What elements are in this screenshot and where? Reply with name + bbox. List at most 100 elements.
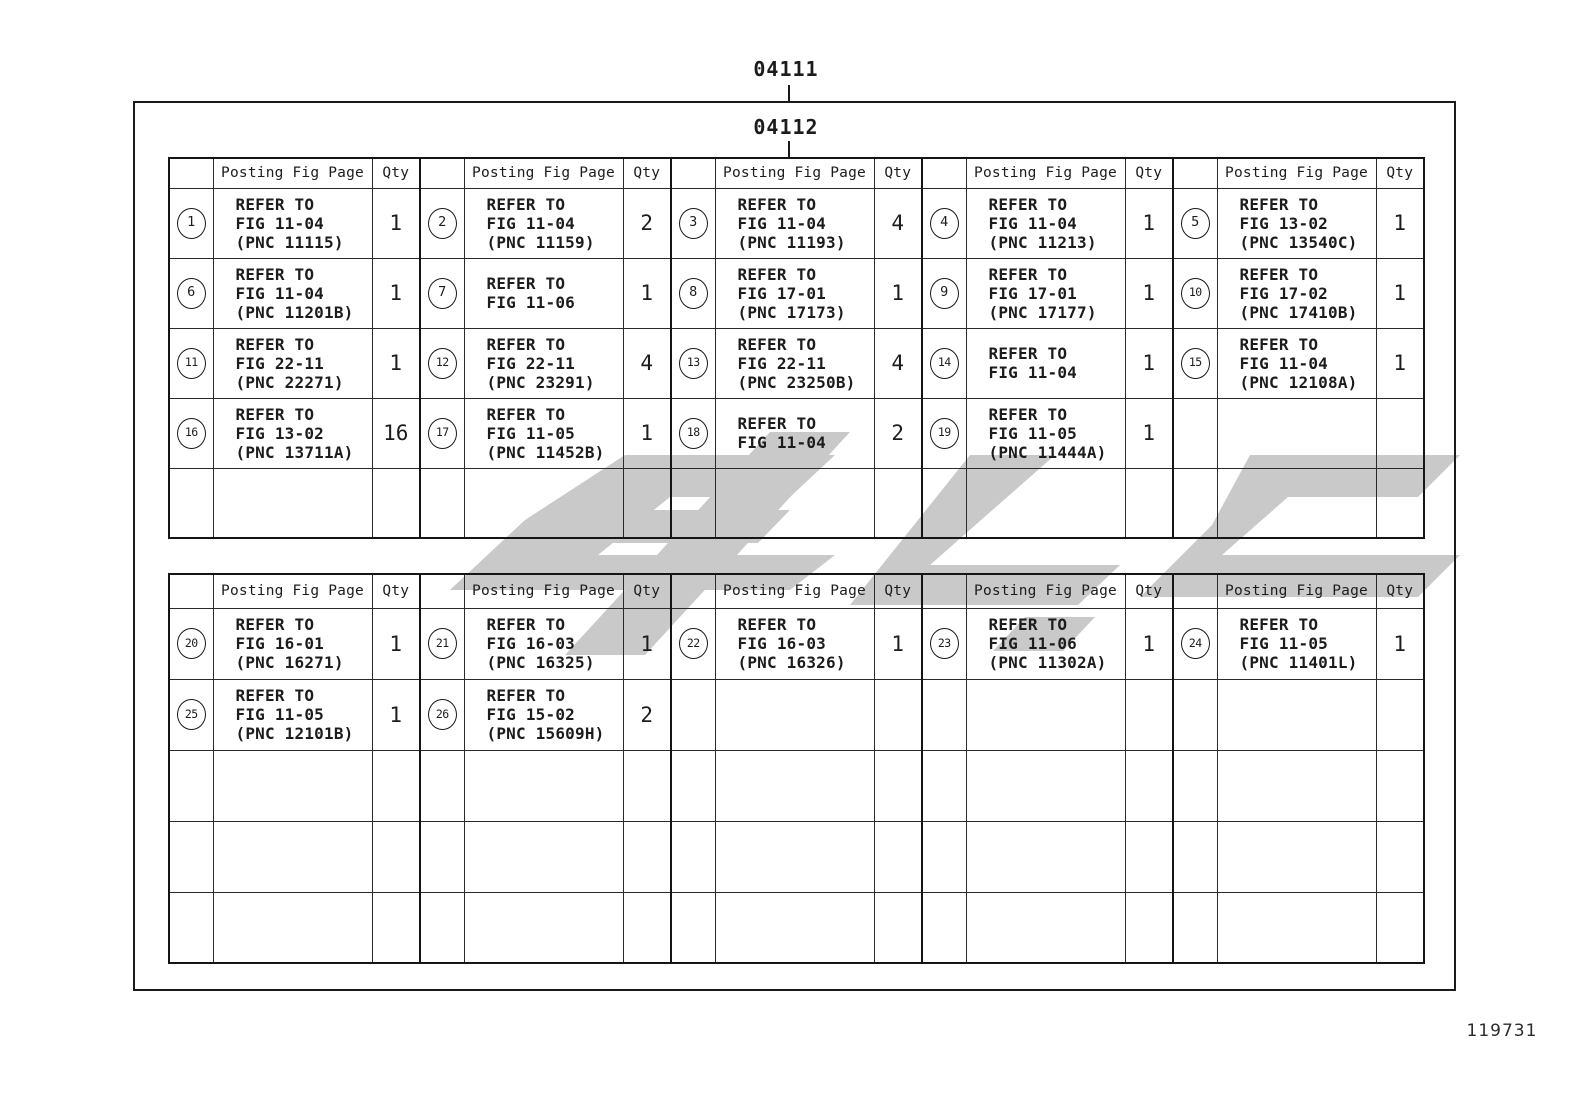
- fig-reference-line: FIG 22-11: [486, 353, 575, 373]
- ref-header-blank: [1172, 157, 1218, 189]
- fig-reference-cell: REFER TO FIG 11-04: [714, 397, 875, 469]
- qty-cell: [873, 820, 923, 893]
- fig-reference-line: REFER TO: [235, 686, 315, 705]
- item-2-circled-badge: 2: [427, 207, 457, 239]
- fig-reference-cell: [1216, 820, 1377, 893]
- fig-reference-cell: REFER TO FIG 11-05 (PNC 11452B): [463, 397, 624, 469]
- qty-cell: [371, 467, 421, 539]
- ref-badge-cell: 24: [1172, 607, 1218, 680]
- ref-badge-cell: [1172, 891, 1218, 964]
- ref-header-blank: [921, 573, 967, 609]
- qty-header: Qty: [371, 157, 421, 189]
- assembly-number-label: 04111: [753, 57, 819, 81]
- fig-reference-line: (PNC 13711A): [235, 442, 354, 462]
- fig-reference-line: FIG 13-02: [1239, 213, 1328, 233]
- fig-reference-cell: REFER TO FIG 17-01 (PNC 17173): [714, 257, 875, 329]
- fig-reference-cell: [714, 749, 875, 822]
- table-row: 16 REFER TO FIG 13-02 (PNC 13711A) 16 17 REFER…: [168, 397, 1425, 469]
- table-row: [168, 749, 1425, 822]
- fig-reference-line: FIG 16-03: [486, 634, 575, 653]
- fig-reference-cell: [1216, 397, 1377, 469]
- qty-cell: [873, 678, 923, 751]
- fig-reference-line: FIG 15-02: [486, 705, 575, 724]
- ref-badge-cell: [921, 820, 967, 893]
- posting-fig-page-header: Posting Fig Page: [212, 573, 373, 609]
- qty-header: Qty: [622, 573, 672, 609]
- fig-reference-cell: [463, 891, 624, 964]
- ref-badge-cell: [1172, 820, 1218, 893]
- fig-reference-line: REFER TO: [737, 334, 817, 354]
- fig-reference-cell: REFER TO FIG 11-04 (PNC 11159): [463, 187, 624, 259]
- ref-header-blank: [419, 573, 465, 609]
- ref-badge-cell: 11: [168, 327, 214, 399]
- fig-reference-cell: [714, 467, 875, 539]
- ref-badge-cell: [670, 678, 716, 751]
- item-21-circled-badge: 21: [427, 628, 457, 659]
- fig-reference-line: (PNC 11302A): [988, 653, 1107, 672]
- ref-badge-cell: [921, 749, 967, 822]
- item-17-circled-badge: 17: [427, 417, 457, 449]
- ref-badge-cell: 19: [921, 397, 967, 469]
- ref-header-blank: [670, 573, 716, 609]
- qty-cell: [873, 467, 923, 539]
- qty-cell: 1: [622, 397, 672, 469]
- fig-reference-line: REFER TO: [486, 274, 566, 293]
- item-24-circled-badge: 24: [1180, 628, 1210, 659]
- fig-reference-cell: [714, 678, 875, 751]
- posting-fig-page-header: Posting Fig Page: [965, 157, 1126, 189]
- fig-reference-line: FIG 17-02: [1239, 283, 1328, 303]
- fig-reference-line: (PNC 11401L): [1239, 653, 1358, 672]
- fig-reference-cell: [1216, 678, 1377, 751]
- sub-assembly-number-label: 04112: [753, 115, 819, 139]
- table-row: 6 REFER TO FIG 11-04 (PNC 11201B) 1 7 REFER TO…: [168, 257, 1425, 329]
- qty-cell: [371, 749, 421, 822]
- fig-reference-cell: [714, 820, 875, 893]
- fig-reference-line: FIG 11-04: [737, 433, 826, 452]
- fig-reference-line: (PNC 16271): [235, 653, 344, 672]
- qty-cell: 1: [371, 607, 421, 680]
- qty-cell: 1: [873, 607, 923, 680]
- qty-cell: 1: [1375, 607, 1425, 680]
- fig-reference-cell: REFER TO FIG 22-11 (PNC 23291): [463, 327, 624, 399]
- qty-cell: 2: [873, 397, 923, 469]
- ref-badge-cell: [670, 820, 716, 893]
- qty-cell: [1375, 891, 1425, 964]
- fig-reference-line: FIG 16-03: [737, 634, 826, 653]
- qty-header: Qty: [873, 573, 923, 609]
- fig-reference-line: REFER TO: [486, 334, 566, 354]
- fig-reference-line: (PNC 11115): [235, 232, 344, 252]
- qty-cell: [1124, 820, 1174, 893]
- fig-reference-line: FIG 11-05: [486, 423, 575, 443]
- qty-cell: [873, 891, 923, 964]
- item-16-circled-badge: 16: [176, 417, 206, 449]
- fig-reference-line: FIG 13-02: [235, 423, 324, 443]
- fig-reference-line: (PNC 11213): [988, 232, 1097, 252]
- fig-reference-cell: REFER TO FIG 11-06: [463, 257, 624, 329]
- item-18-circled-badge: 18: [678, 417, 708, 449]
- fig-reference-line: FIG 11-04: [988, 213, 1077, 233]
- posting-fig-page-header: Posting Fig Page: [463, 157, 624, 189]
- item-11-circled-badge: 11: [176, 347, 206, 379]
- fig-reference-line: (PNC 23250B): [737, 372, 856, 392]
- qty-cell: 1: [1375, 327, 1425, 399]
- fig-reference-cell: [1216, 467, 1377, 539]
- posting-fig-page-header: Posting Fig Page: [1216, 573, 1377, 609]
- fig-reference-line: FIG 22-11: [235, 353, 324, 373]
- upper-reference-table: Posting Fig Page Qty Posting Fig Page Qty Po…: [168, 157, 1425, 539]
- fig-reference-line: (PNC 11159): [486, 232, 595, 252]
- fig-reference-line: REFER TO: [988, 264, 1068, 284]
- qty-cell: [622, 891, 672, 964]
- fig-reference-line: FIG 11-04: [235, 213, 324, 233]
- ref-badge-cell: 3: [670, 187, 716, 259]
- table-row: [168, 891, 1425, 964]
- item-6-circled-badge: 6: [176, 277, 206, 309]
- fig-reference-cell: REFER TO FIG 11-06 (PNC 11302A): [965, 607, 1126, 680]
- fig-reference-cell: REFER TO FIG 22-11 (PNC 23250B): [714, 327, 875, 399]
- item-9-circled-badge: 9: [929, 277, 959, 309]
- ref-badge-cell: 26: [419, 678, 465, 751]
- ref-badge-cell: 23: [921, 607, 967, 680]
- qty-header: Qty: [1375, 573, 1425, 609]
- fig-reference-line: REFER TO: [988, 194, 1068, 214]
- fig-reference-line: REFER TO: [1239, 264, 1319, 284]
- lower-reference-table: Posting Fig Page Qty Posting Fig Page Qty Po…: [168, 573, 1425, 964]
